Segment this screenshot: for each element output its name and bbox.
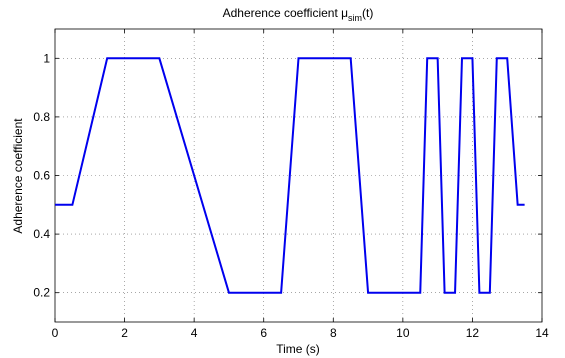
chart-title-main: Adherence coefficient μ — [223, 6, 349, 20]
chart-title: Adherence coefficient μsim(t) — [223, 6, 374, 23]
series — [55, 57, 525, 294]
chart-title-suffix: (t) — [362, 6, 373, 20]
y-tick-label: 0.6 — [33, 169, 50, 183]
x-tick-label: 6 — [260, 326, 267, 340]
x-tick-label: 14 — [535, 326, 549, 340]
y-tick-label: 0.2 — [33, 286, 50, 300]
y-tick-label: 0.8 — [33, 110, 50, 124]
grid — [55, 29, 542, 322]
y-tick-label: 0.4 — [33, 227, 50, 241]
x-axis-label: Time (s) — [276, 342, 320, 356]
x-tick-label: 2 — [121, 326, 128, 340]
axis-ticks: 0 2 4 6 8 10 12 14 0.2 0.4 0.6 0.8 1 — [33, 29, 549, 340]
x-tick-label: 0 — [52, 326, 59, 340]
x-tick-label: 4 — [191, 326, 198, 340]
chart-title-subscript: sim — [348, 13, 362, 23]
x-tick-label: 12 — [466, 326, 480, 340]
series-line — [55, 57, 525, 294]
plot-frame — [54, 28, 543, 323]
y-tick-label: 1 — [43, 51, 50, 65]
x-tick-label: 8 — [330, 326, 337, 340]
y-axis-label: Adherence coefficient — [11, 118, 25, 234]
x-tick-label: 10 — [396, 326, 410, 340]
